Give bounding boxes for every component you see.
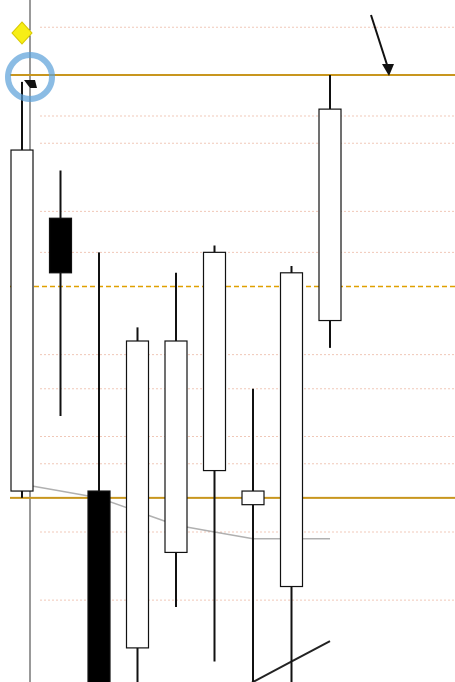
candle-body-3 [125,340,150,649]
candle-body-0 [10,149,34,492]
moving-average-dark-line [251,640,331,682]
marker-diamond-icon [11,21,33,45]
candle-body-4 [164,340,188,554]
candle-body-8 [318,108,342,322]
candle-body-6 [241,490,265,506]
annotation-arrow-shaft [370,14,390,72]
annotation-arrow-icon [382,64,394,76]
candle-body-2 [87,490,111,682]
candle-body-7 [279,272,304,588]
hand-cursor-icon [24,80,37,88]
candle-body-1 [48,217,73,274]
cursor-ring-icon [5,52,55,102]
candle-body-5 [202,251,227,472]
